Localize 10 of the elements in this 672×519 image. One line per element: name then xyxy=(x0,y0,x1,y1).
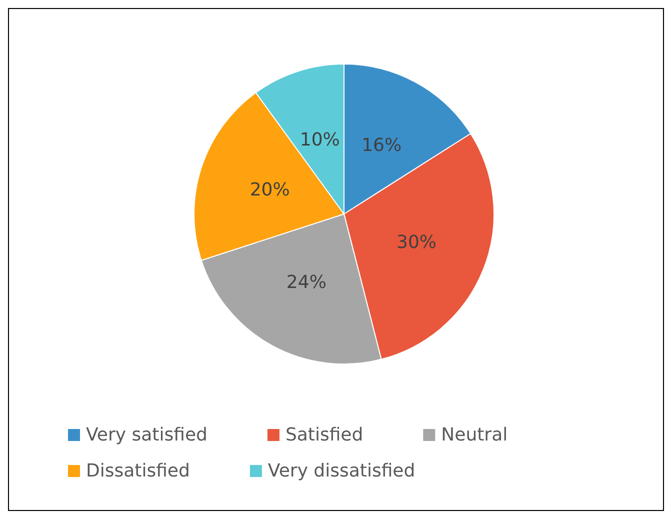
legend-label: Very satisfied xyxy=(86,424,208,446)
data-label: 24% xyxy=(286,272,326,293)
legend-label: Satisfied xyxy=(285,424,364,446)
data-label: 16% xyxy=(362,135,402,156)
legend-label: Neutral xyxy=(441,424,508,446)
legend-label: Dissatisfied xyxy=(86,460,190,482)
data-label: 30% xyxy=(396,232,437,254)
data-label: 20% xyxy=(250,179,290,200)
legend-label: Very dissatisfied xyxy=(268,460,416,482)
data-label: 10% xyxy=(300,129,340,150)
